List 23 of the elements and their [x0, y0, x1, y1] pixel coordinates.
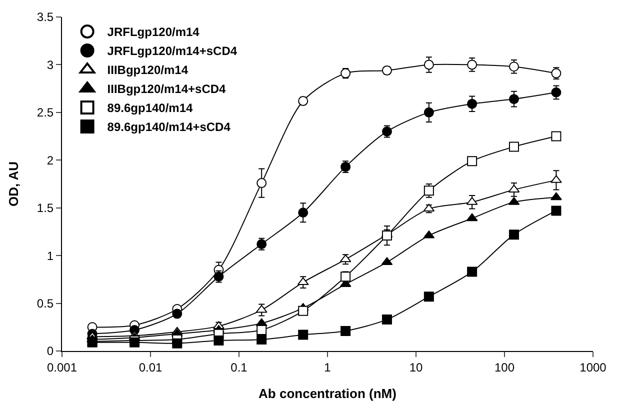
y-tick-label: 0 — [46, 344, 54, 358]
x-tick-label: 100 — [494, 360, 515, 374]
x-tick-label: 1 — [324, 360, 332, 374]
y-tick-label: 3 — [46, 58, 54, 72]
x-tick-label: 0.001 — [46, 360, 78, 374]
y-tick-label: 0.5 — [36, 296, 54, 310]
legend-label: JRFLgp120/m14 — [107, 25, 200, 40]
y-tick-label: 3.5 — [36, 10, 54, 24]
x-tick-label: 1000 — [580, 360, 607, 374]
legend-label: IIIBgp120/m14 — [107, 63, 188, 78]
x-tick-label: 10 — [409, 360, 423, 374]
y-axis-title: OD, AU — [6, 161, 21, 207]
x-tick-label: 0.1 — [230, 360, 248, 374]
x-tick-label: 0.01 — [138, 360, 162, 374]
legend-label: IIIBgp120/m14+sCD4 — [107, 82, 226, 96]
y-tick-label: 1 — [46, 248, 54, 263]
legend-label: 89.6gp140/m14+sCD4 — [107, 120, 231, 134]
y-tick-label: 1.5 — [36, 201, 54, 216]
legend-label: 89.6gp140/m14 — [107, 101, 194, 116]
y-tick-label: 2.5 — [36, 106, 54, 120]
y-tick-label: 2 — [46, 153, 54, 168]
x-axis-title: Ab concentration (nM) — [258, 386, 396, 401]
legend-label: JRFLgp120/m14+sCD4 — [107, 44, 238, 58]
